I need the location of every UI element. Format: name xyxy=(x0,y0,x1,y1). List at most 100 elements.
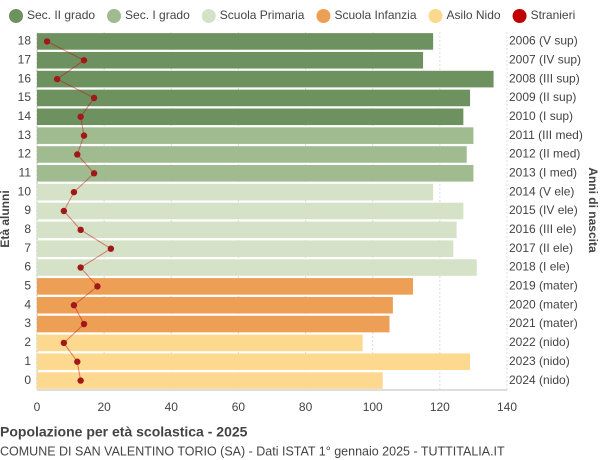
y-tick-label: 14 xyxy=(18,109,32,123)
bar xyxy=(37,108,464,126)
legend-swatch xyxy=(316,9,331,23)
legend-label: Sec. II grado xyxy=(27,8,95,22)
y2-tick-label: 2015 (IV ele) xyxy=(509,203,578,217)
bar xyxy=(37,146,467,163)
stranieri-dot xyxy=(90,170,98,177)
y-tick-label: 2 xyxy=(24,335,31,349)
bar xyxy=(37,70,494,88)
bar xyxy=(37,202,464,220)
x-tick-label: 40 xyxy=(165,400,179,414)
legend-label: Sec. I grado xyxy=(125,8,190,22)
y2-tick-label: 2014 (V ele) xyxy=(509,184,574,198)
y2-tick-label: 2007 (IV sup) xyxy=(509,52,581,66)
stranieri-dot xyxy=(77,377,84,384)
legend-label: Scuola Infanzia xyxy=(334,8,416,22)
legend-label: Scuola Primaria xyxy=(220,8,305,22)
bar xyxy=(37,183,434,201)
y2-tick-label: 2023 (nido) xyxy=(509,354,570,368)
y-tick-label: 11 xyxy=(19,165,32,179)
y-tick-label: 8 xyxy=(24,222,31,236)
y-axis-label: Età alunni xyxy=(0,190,12,247)
y2-tick-label: 2022 (nido) xyxy=(509,335,570,349)
bar xyxy=(37,221,457,239)
legend-swatch xyxy=(428,9,443,23)
y-tick-label: 10 xyxy=(18,184,32,198)
y2-tick-label: 2024 (nido) xyxy=(509,373,570,387)
y2-tick-label: 2009 (II sup) xyxy=(509,90,576,104)
bar xyxy=(37,296,393,314)
y-tick-label: 1 xyxy=(24,354,31,368)
y-tick-label: 0 xyxy=(24,373,31,387)
stranieri-dot xyxy=(70,302,78,309)
bar xyxy=(37,315,390,333)
y-tick-label: 12 xyxy=(18,147,32,161)
stranieri-dot xyxy=(80,132,88,139)
bar xyxy=(37,372,383,389)
stranieri-dot xyxy=(77,226,84,234)
y-tick-label: 18 xyxy=(18,34,32,48)
y2-tick-label: 2017 (II ele) xyxy=(509,241,573,255)
stranieri-dot xyxy=(80,320,88,328)
stranieri-dot xyxy=(74,151,81,158)
y2-tick-label: 2012 (II med) xyxy=(509,147,580,161)
bar xyxy=(37,33,434,50)
y-tick-label: 13 xyxy=(18,128,32,142)
x-tick-label: 80 xyxy=(299,400,313,414)
legend-swatch xyxy=(201,9,216,23)
y-tick-label: 3 xyxy=(24,316,31,330)
y-tick-label: 6 xyxy=(24,260,31,274)
legend-swatch xyxy=(512,9,527,23)
y2-tick-label: 2018 (I ele) xyxy=(509,260,570,274)
bar xyxy=(37,51,424,69)
bar xyxy=(37,334,363,352)
legend-swatch xyxy=(9,9,23,23)
stranieri-dot xyxy=(70,188,78,196)
y-tick-label: 15 xyxy=(18,90,32,104)
y2-tick-label: 2020 (mater) xyxy=(509,297,578,311)
stranieri-dot xyxy=(94,283,101,290)
y-tick-label: 5 xyxy=(24,279,31,293)
y2-axis-label: Anni di nascita xyxy=(586,167,600,253)
y-tick-label: 16 xyxy=(18,71,32,85)
y2-tick-label: 2011 (III med) xyxy=(509,128,583,142)
stranieri-dot xyxy=(43,38,51,45)
y2-tick-label: 2008 (III sup) xyxy=(509,71,580,85)
y-tick-label: 7 xyxy=(24,241,31,255)
legend-label: Stranieri xyxy=(531,8,576,22)
y-tick-label: 9 xyxy=(24,203,31,217)
chart-subtitle: COMUNE DI SAN VALENTINO TORIO (SA) - Dat… xyxy=(0,444,505,458)
bar xyxy=(37,240,454,257)
y2-tick-label: 2013 (I med) xyxy=(509,165,577,179)
x-tick-label: 60 xyxy=(232,400,246,414)
y-tick-label: 4 xyxy=(24,297,31,311)
stranieri-dot xyxy=(60,207,68,215)
bar xyxy=(37,259,477,276)
y2-tick-label: 2016 (III ele) xyxy=(509,222,576,236)
y2-tick-label: 2006 (V sup) xyxy=(509,34,578,48)
y2-tick-label: 2019 (mater) xyxy=(509,279,578,293)
bar xyxy=(37,127,474,144)
x-tick-label: 140 xyxy=(497,400,517,414)
stranieri-dot xyxy=(107,245,115,252)
stranieri-dot xyxy=(77,264,84,271)
legend-swatch xyxy=(107,9,122,23)
stranieri-dot xyxy=(53,75,61,83)
legend-label: Asilo Nido xyxy=(447,8,501,22)
x-tick-label: 20 xyxy=(97,400,111,414)
bar xyxy=(37,89,471,107)
y2-tick-label: 2010 (I sup) xyxy=(509,109,573,123)
bar xyxy=(37,353,471,371)
stranieri-dot xyxy=(80,57,88,64)
stranieri-dot xyxy=(74,358,81,365)
x-tick-label: 100 xyxy=(363,400,383,414)
x-tick-label: 0 xyxy=(34,400,41,414)
y-tick-label: 17 xyxy=(18,52,32,66)
chart-title: Popolazione per età scolastica - 2025 xyxy=(0,424,248,440)
bar xyxy=(37,165,474,182)
x-tick-label: 120 xyxy=(430,400,450,414)
stranieri-dot xyxy=(90,94,98,102)
bar xyxy=(37,278,413,295)
y2-tick-label: 2021 (mater) xyxy=(509,316,578,330)
stranieri-dot xyxy=(77,113,84,120)
